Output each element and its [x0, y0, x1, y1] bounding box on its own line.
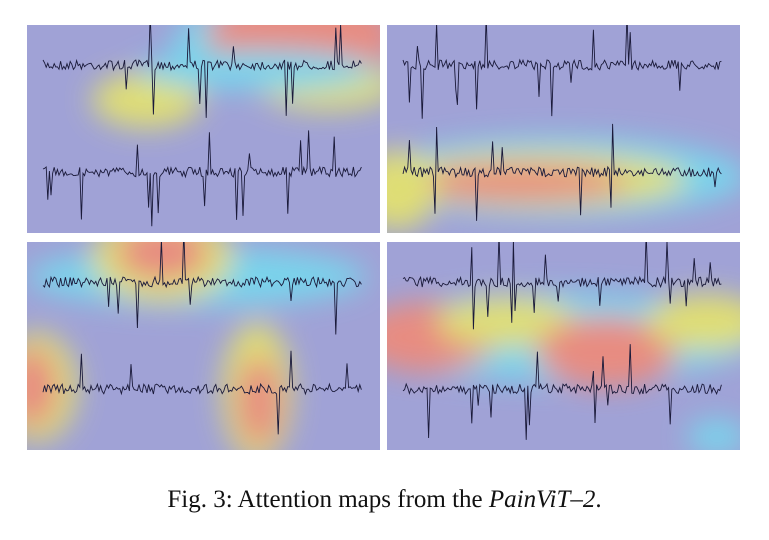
attention-panel	[387, 25, 740, 233]
signal-trace	[42, 242, 362, 335]
attention-maps	[27, 25, 740, 450]
caption-model: PainViT–2	[488, 486, 596, 513]
heat-blob	[27, 347, 57, 427]
heat-blob	[537, 317, 677, 387]
heatmap	[27, 242, 367, 450]
heat-blob	[92, 72, 202, 128]
signal-trace	[42, 25, 362, 118]
caption-end: .	[595, 486, 602, 513]
heat-blob	[647, 294, 740, 350]
heat-blob	[237, 357, 281, 447]
heat-blob	[687, 419, 740, 450]
signal-trace	[42, 130, 362, 227]
attention-panel	[27, 25, 380, 233]
signal-trace	[402, 344, 722, 440]
caption-text: Attention maps from the	[237, 486, 483, 513]
attention-panel	[27, 242, 380, 450]
heatmap	[387, 292, 740, 450]
attention-panel	[387, 242, 740, 450]
signal-trace	[402, 123, 722, 221]
heat-blob	[437, 297, 577, 347]
signal-trace	[42, 350, 362, 435]
heat-blob	[407, 165, 627, 201]
caption-label: Fig. 3:	[167, 486, 233, 513]
heat-blob	[137, 50, 377, 90]
signal-trace	[402, 25, 722, 119]
signal-trace	[402, 242, 722, 330]
figure-caption: Fig. 3: Attention maps from the PainViT–…	[0, 486, 769, 514]
